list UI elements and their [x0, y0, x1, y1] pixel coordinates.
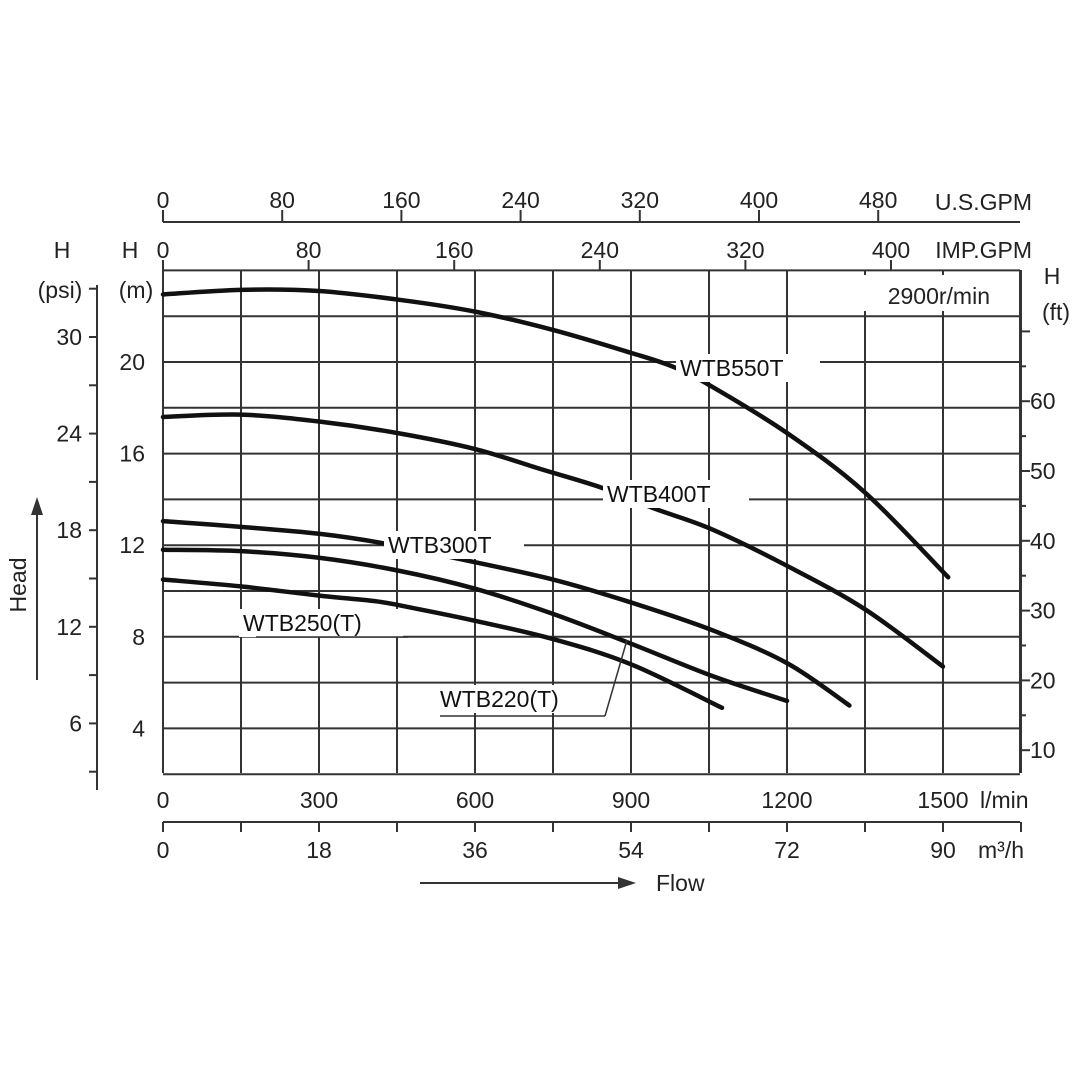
ft-tick-label: 40	[1030, 528, 1056, 554]
usgpm-tick-label: 400	[740, 187, 778, 213]
ft-tick-label: 60	[1030, 388, 1056, 414]
speed-label-bg	[826, 275, 996, 311]
ft-tick-label: 20	[1030, 667, 1056, 693]
speed-label: 2900r/min	[888, 283, 990, 309]
curve-wtb220t	[160, 577, 725, 711]
psi-tick-label: 12	[56, 614, 82, 640]
series-label-bg	[676, 354, 820, 382]
psi-tick-label: 18	[56, 517, 82, 543]
usgpm-tick-label: 240	[501, 187, 539, 213]
ft-tick-label: 10	[1030, 737, 1056, 763]
m-tick-label: 4	[132, 715, 145, 741]
m3h-tick-label: 54	[618, 837, 644, 863]
ft-tick-label: 50	[1030, 458, 1056, 484]
m3h-unit-label: m³/h	[978, 837, 1024, 863]
psi-tick-label: 30	[56, 324, 82, 350]
usgpm-tick-label: 480	[859, 187, 897, 213]
series-label: WTB220(T)	[440, 686, 559, 712]
lmin-tick-label: 1500	[917, 787, 968, 813]
impgpm-tick-label: 240	[581, 237, 619, 263]
m3h-tick-label: 36	[462, 837, 488, 863]
impgpm-tick-label: 80	[296, 237, 322, 263]
series-label: WTB550T	[680, 355, 784, 381]
series-label-bg	[603, 480, 749, 508]
curve-wtb550t	[160, 287, 951, 580]
psi-unit-h: H	[54, 237, 71, 263]
curve-wtb250t	[160, 547, 790, 704]
lmin-tick-label: 1200	[761, 787, 812, 813]
lmin-tick-label: 0	[157, 787, 170, 813]
ft-tick-label: 30	[1030, 598, 1056, 624]
psi-tick-label: 24	[56, 421, 82, 447]
psi-unit-label: (psi)	[38, 277, 83, 303]
lmin-unit-label: l/min	[980, 787, 1029, 813]
series-label-bg	[384, 531, 524, 559]
lmin-tick-label: 900	[612, 787, 650, 813]
m-tick-label: 12	[119, 532, 145, 558]
series-label: WTB400T	[607, 481, 711, 507]
series-label: WTB250(T)	[243, 610, 362, 636]
usgpm-tick-label: 80	[269, 187, 295, 213]
m3h-tick-label: 18	[306, 837, 332, 863]
curve-wtb300t	[160, 518, 852, 708]
impgpm-tick-label: 160	[435, 237, 473, 263]
series-label: WTB300T	[388, 532, 492, 558]
flow-arrow-head-icon	[618, 877, 636, 889]
lmin-tick-label: 300	[300, 787, 338, 813]
usgpm-tick-label: 160	[382, 187, 420, 213]
usgpm-tick-label: 320	[621, 187, 659, 213]
m3h-tick-label: 0	[157, 837, 170, 863]
impgpm-tick-label: 0	[157, 237, 170, 263]
head-arrow-up-icon	[31, 497, 43, 515]
psi-tick-label: 6	[69, 710, 82, 736]
series-label-bg	[436, 685, 602, 713]
usgpm-tick-label: 0	[157, 187, 170, 213]
m-unit-label: (m)	[119, 277, 153, 303]
usgpm-unit-label: U.S.GPM	[935, 189, 1032, 215]
m-tick-label: 16	[119, 441, 145, 467]
ft-unit-h: H	[1044, 263, 1061, 289]
m-unit-h: H	[122, 237, 139, 263]
curve-wtb400t	[160, 412, 946, 669]
head-axis-title: Head	[5, 558, 31, 613]
impgpm-unit-label: IMP.GPM	[935, 237, 1032, 263]
flow-axis-title: Flow	[656, 870, 705, 896]
m3h-tick-label: 90	[930, 837, 956, 863]
impgpm-tick-label: 320	[726, 237, 764, 263]
ft-unit-label: (ft)	[1042, 299, 1070, 325]
m-tick-label: 20	[119, 349, 145, 375]
wtb250-leader-line	[604, 639, 628, 717]
impgpm-tick-label: 400	[872, 237, 910, 263]
lmin-tick-label: 600	[456, 787, 494, 813]
series-label-bg	[239, 609, 403, 637]
m3h-tick-label: 72	[774, 837, 800, 863]
m-tick-label: 8	[132, 624, 145, 650]
